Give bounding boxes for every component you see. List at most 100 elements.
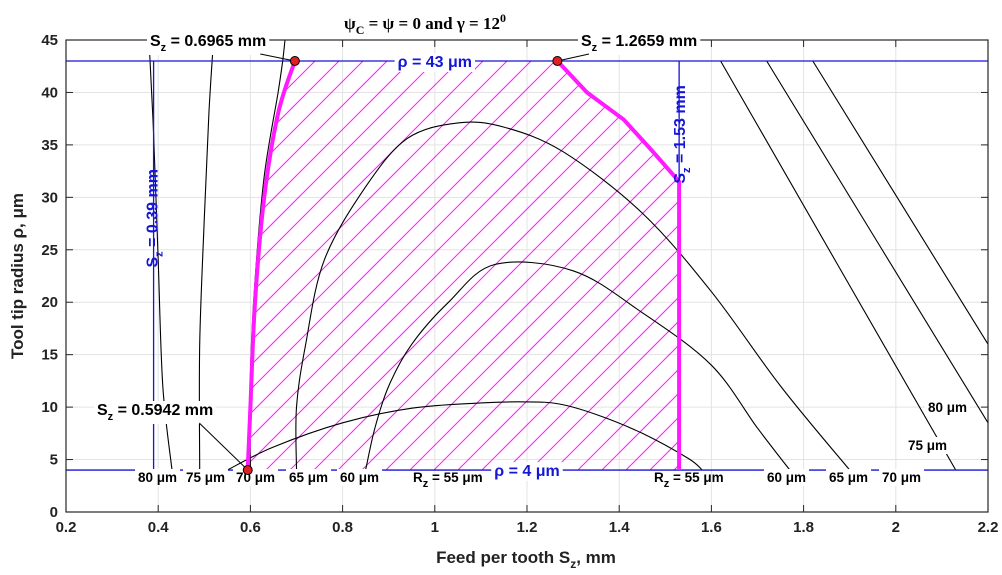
y-tick-label: 40: [41, 84, 58, 101]
key-point-arrow: [198, 422, 249, 471]
hatch-line: [359, 61, 680, 470]
hatch-line: [575, 61, 680, 470]
contour-label-3-group: 65 μm: [286, 469, 332, 486]
constraint-label-sz-0.39-group: Sz = 0.39 mm: [145, 169, 166, 267]
contour-label-1: 75 μm: [186, 470, 225, 485]
x-tick-label: 1.2: [517, 519, 538, 536]
contour-label-rz-55-right-group: Rz = 55 μm: [654, 470, 724, 490]
contour-label-2-group: 70 μm: [233, 469, 279, 486]
contour-label-4-group: 60 μm: [337, 469, 383, 486]
hatch-line: [247, 61, 609, 470]
y-tick-label: 25: [41, 242, 58, 259]
hatch-line: [263, 61, 680, 470]
contour-label-7-group: 70 μm: [879, 469, 925, 486]
key-point-arrow: [557, 53, 590, 62]
contour-60-line: [365, 261, 791, 471]
key-point-label-2-group: Sz = 1.2659 mm: [578, 32, 701, 55]
key-point-label-bg: [94, 401, 217, 424]
key-point-label-3-group: Sz = 0.5942 mm: [94, 401, 217, 424]
contour-label-rz-55-left-group: Rz = 55 μm: [413, 470, 483, 490]
y-tick-label: 0: [50, 504, 58, 521]
y-tick-label: 45: [41, 32, 58, 49]
feasible-boundary: [245, 59, 682, 471]
hatch-line: [551, 61, 680, 470]
hatch-line: [527, 61, 680, 470]
x-tick-label: 0.6: [240, 519, 261, 536]
hatch-line: [247, 61, 657, 470]
key-point-marker: [289, 55, 300, 66]
constraint-label-rho-4-bg: [491, 462, 563, 482]
contour-label-8: 80 μm: [928, 400, 967, 415]
contour-55-line: [227, 401, 703, 471]
hatch-line: [287, 61, 680, 470]
y-tick-label: 20: [41, 294, 58, 311]
contour-label-7: 70 μm: [882, 470, 921, 485]
y-axis-label: Tool tip radius ρ, μm: [8, 193, 27, 359]
hatch-line: [247, 61, 680, 470]
contour-70-line: [720, 60, 957, 471]
hatch-line: [383, 61, 680, 470]
hatch-line: [247, 61, 680, 470]
axis-ticks: 0.2 0.4 0.6 0.8 1 1.2 1.4 1.6 1.8 2 2.2 0 5 10 15 20 25 3…: [41, 32, 998, 536]
contour-label-6: 65 μm: [829, 470, 868, 485]
hatch-line: [479, 61, 680, 470]
contour-75-line: [198, 40, 215, 471]
constraint-label-rho-4-group: ρ = 4 μm: [491, 462, 563, 482]
x-tick-label: 0.8: [332, 519, 353, 536]
constraint-label-sz-0.39: Sz = 0.39 mm: [145, 169, 166, 267]
boundary-right-line: [555, 59, 682, 470]
contour-label-3: 65 μm: [289, 470, 328, 485]
contour-label-9-group: 75 μm: [905, 437, 951, 454]
contour-label-4-bg: [337, 469, 383, 486]
contour-label-rz-55-left: Rz = 55 μm: [413, 470, 483, 490]
hatch-line: [0, 0, 8, 520]
contour-label-6-bg: [826, 469, 872, 486]
contour-75-line: [766, 60, 988, 424]
x-tick-label: 1.4: [609, 519, 631, 536]
x-tick-label: 2.2: [978, 519, 999, 536]
key-point-label-2: Sz = 1.2659 mm: [581, 33, 697, 54]
constraint-label-sz-1.53: Sz = 1.53 mm: [672, 85, 693, 183]
y-tick-label: 5: [50, 452, 58, 469]
hatch-line: [311, 61, 680, 470]
x-tick-label: 0.4: [148, 519, 170, 536]
contour-label-9-bg: [905, 437, 951, 454]
key-points: [198, 53, 590, 476]
y-tick-label: 10: [41, 399, 58, 416]
contour-label-5-group: 60 μm: [764, 469, 810, 486]
x-axis-label: Feed per tooth Sz, mm: [436, 548, 616, 571]
key-point-marker: [552, 55, 563, 66]
hatch-line: [247, 61, 633, 470]
hatch-line: [503, 61, 680, 470]
hatch-line: [247, 61, 585, 470]
constraint-label-sz-1.53-group: Sz = 1.53 mm: [672, 85, 693, 183]
key-point-label-3: Sz = 0.5942 mm: [97, 402, 213, 423]
contour-label-8-group: 80 μm: [925, 399, 971, 416]
contour-80-line: [812, 60, 988, 345]
contour-label-0: 80 μm: [138, 470, 177, 485]
key-point-marker: [242, 465, 253, 476]
hatch-line: [247, 61, 680, 470]
contour-label-4: 60 μm: [340, 470, 379, 485]
contour-label-6-group: 65 μm: [826, 469, 872, 486]
x-tick-label: 1: [431, 519, 439, 536]
contour-65-line: [295, 121, 851, 471]
contour-label-0-bg: [135, 469, 181, 486]
boundary-left-curve: [245, 60, 297, 471]
contour-label-rz-55-right: Rz = 55 μm: [654, 470, 724, 490]
x-tick-label: 1.6: [701, 519, 722, 536]
hatch-line: [431, 61, 680, 470]
y-tick-label: 30: [41, 189, 58, 206]
constraint-label-rho-43: ρ = 43 μm: [398, 54, 472, 71]
hatch-line: [455, 61, 680, 470]
contour-label-1-bg: [183, 469, 229, 486]
contour-label-9: 75 μm: [908, 438, 947, 453]
chart-title: ψC = ψ = 0 and γ = 120: [344, 11, 506, 37]
hatch-line: [335, 61, 680, 470]
hatch-line: [247, 61, 561, 470]
contour-label-2: 70 μm: [236, 470, 275, 485]
key-point-label-bg: [147, 32, 270, 55]
hatch-line: [247, 61, 680, 470]
hatch-line: [407, 61, 680, 470]
